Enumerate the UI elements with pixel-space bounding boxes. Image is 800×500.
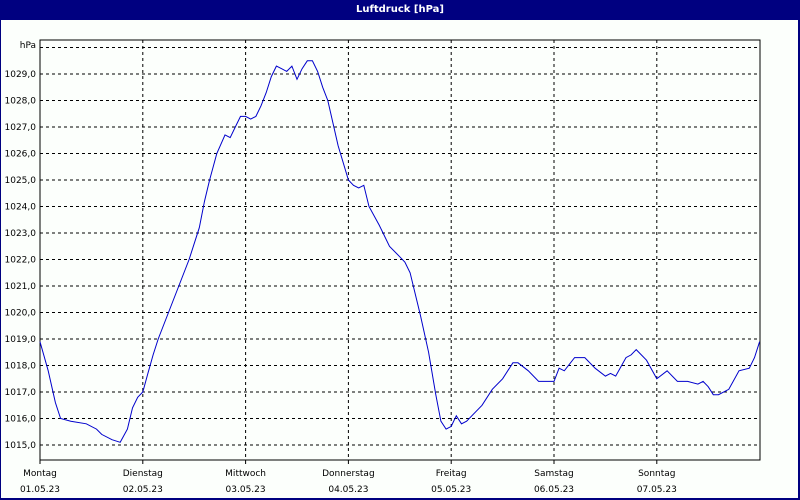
y-tick-label: 1028,0	[5, 97, 37, 107]
x-tick-date-label: 03.05.23	[226, 485, 266, 495]
x-tick-day-label: Mittwoch	[225, 469, 266, 479]
pressure-line	[39, 60, 761, 443]
x-tick-date-label: 04.05.23	[328, 485, 368, 495]
y-tick-label: 1018,0	[5, 362, 37, 372]
y-tick-label: 1027,0	[5, 123, 37, 133]
x-tick-day-label: Dienstag	[123, 469, 163, 479]
x-tick-date-label: 05.05.23	[431, 485, 471, 495]
y-tick-label: 1024,0	[5, 203, 37, 213]
y-axis-unit-label: hPa	[20, 41, 36, 51]
x-tick-date-label: 06.05.23	[534, 485, 574, 495]
x-tick-day-label: Donnerstag	[322, 469, 375, 479]
x-tick-day-label: Montag	[23, 469, 57, 479]
x-tick-date-label: 07.05.23	[637, 485, 677, 495]
chart-title: Luftdruck [hPa]	[356, 4, 444, 15]
y-tick-label: 1022,0	[5, 256, 37, 266]
y-tick-label: 1015,0	[5, 441, 37, 451]
x-tick-day-label: Sonntag	[638, 469, 675, 479]
y-tick-label: 1020,0	[5, 309, 37, 319]
plot-frame	[39, 39, 761, 461]
x-tick-date-label: 01.05.23	[20, 485, 60, 495]
chart-title-bar: Luftdruck [hPa]	[0, 0, 800, 20]
y-tick-label: 1026,0	[5, 150, 37, 160]
y-tick-label: 1025,0	[5, 176, 37, 186]
y-tick-label: 1021,0	[5, 282, 37, 292]
x-tick-date-label: 02.05.23	[123, 485, 163, 495]
y-tick-label: 1017,0	[5, 388, 37, 398]
y-tick-label: 1016,0	[5, 415, 37, 425]
x-tick-day-label: Samstag	[534, 469, 573, 479]
y-tick-label: 1019,0	[5, 335, 37, 345]
y-tick-label: 1029,0	[5, 70, 37, 80]
x-tick-day-label: Freitag	[436, 469, 467, 479]
y-tick-label: 1023,0	[5, 229, 37, 239]
